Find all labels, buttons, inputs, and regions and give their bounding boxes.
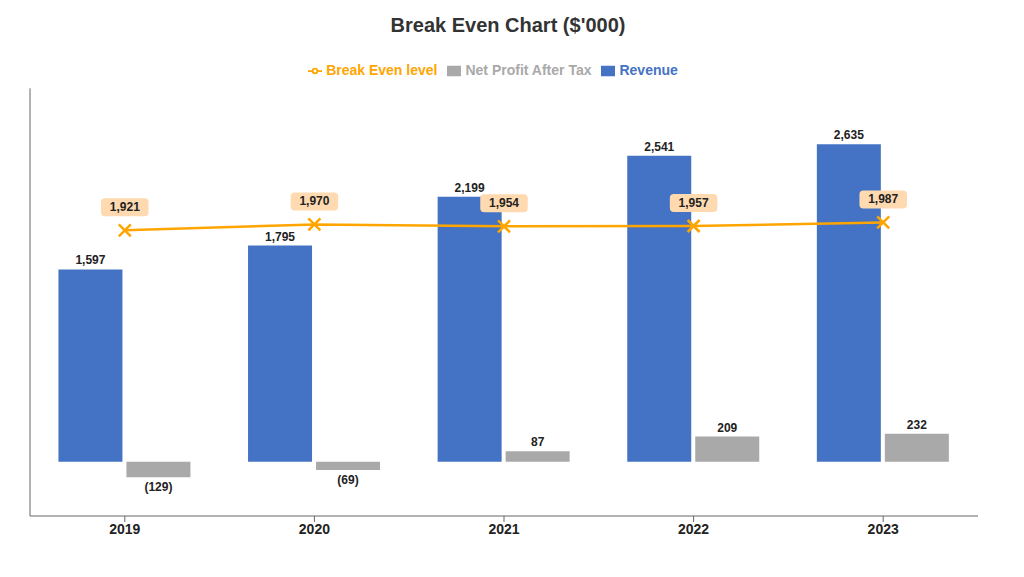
svg-text:2021: 2021 xyxy=(488,521,519,537)
svg-text:2023: 2023 xyxy=(868,521,899,537)
svg-text:2,541: 2,541 xyxy=(644,140,674,154)
html-text:Revenue: Revenue xyxy=(619,62,678,78)
svg-text:1,957: 1,957 xyxy=(679,196,709,210)
svg-text:1,795: 1,795 xyxy=(265,230,295,244)
svg-text:2,199: 2,199 xyxy=(455,181,485,195)
html-text:Net Profit After Tax: Net Profit After Tax xyxy=(465,62,592,78)
svg-text:2020: 2020 xyxy=(299,521,330,537)
svg-text:209: 209 xyxy=(717,421,737,435)
svg-text:87: 87 xyxy=(531,435,545,449)
svg-text:2,635: 2,635 xyxy=(834,128,864,142)
svg-text:1,987: 1,987 xyxy=(868,192,898,206)
svg-text:2022: 2022 xyxy=(678,521,709,537)
svg-text:232: 232 xyxy=(907,418,927,432)
html-text:Break Even level: Break Even level xyxy=(326,62,438,78)
svg-text:1,597: 1,597 xyxy=(75,253,105,267)
svg-text:1,954: 1,954 xyxy=(489,196,519,210)
svg-text:2019: 2019 xyxy=(109,521,140,537)
svg-text:(69): (69) xyxy=(337,473,358,487)
html-text:Break Even Chart ($'000): Break Even Chart ($'000) xyxy=(390,14,626,36)
svg-text:(129): (129) xyxy=(144,480,172,494)
svg-text:1,970: 1,970 xyxy=(299,194,329,208)
svg-text:1,921: 1,921 xyxy=(110,200,140,214)
